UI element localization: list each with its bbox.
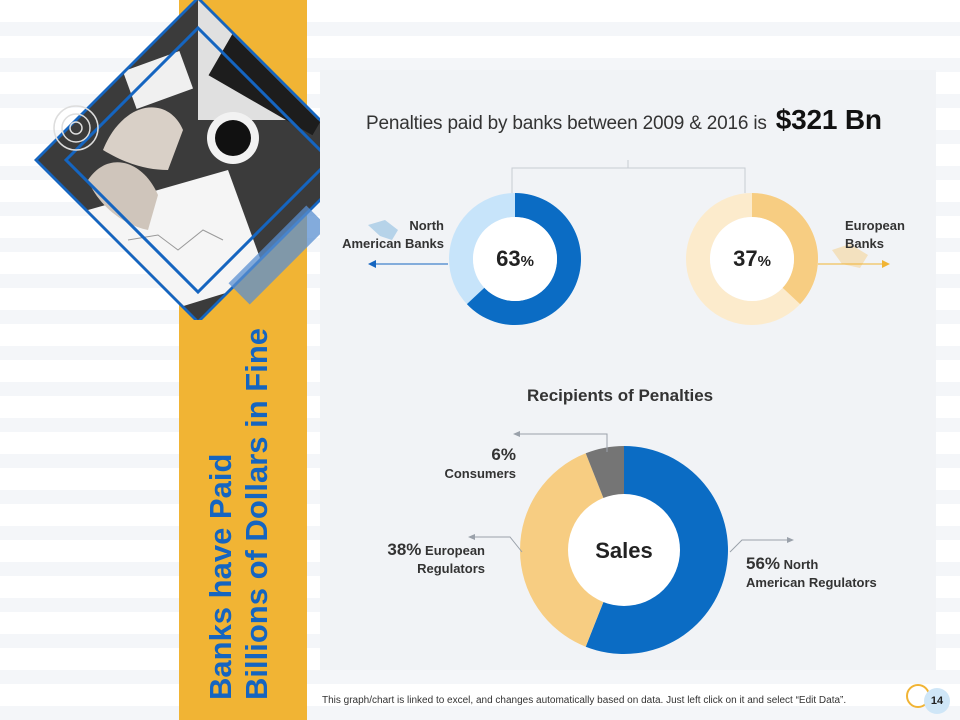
label-na-reg-name1: North [783, 557, 819, 572]
pie-center-hole [568, 494, 680, 606]
donut-label-na-value: 63% [496, 246, 534, 271]
leader-na [729, 539, 790, 553]
label-na-line2: American Banks [342, 236, 444, 251]
label-north-american-regulators: 56% North American Regulators [746, 555, 877, 592]
pie-chart-title: Recipients of Penalties [527, 386, 714, 405]
donut-value-0: 63 [496, 246, 520, 271]
donut-unit-0: % [521, 253, 534, 270]
headline-amount: $321 Bn [775, 104, 882, 135]
footer-note: This graph/chart is linked to excel, and… [322, 695, 847, 706]
arrow-na-head [368, 260, 376, 268]
donut-unit-1: % [758, 253, 771, 270]
donut-label-eu-value: 37% [733, 246, 771, 271]
arrow-eu-head [882, 260, 890, 268]
map-ghost-na [368, 220, 398, 240]
label-consumers-pct: 6% [491, 445, 516, 464]
donut-hole-1 [710, 217, 794, 301]
pie-center-label: Sales [595, 538, 653, 563]
label-eu-line2: Banks [845, 236, 885, 251]
headline-text: Penalties paid by banks between 2009 & 2… [366, 113, 767, 134]
donut-value-1: 37 [733, 246, 757, 271]
bracket-connector [511, 160, 746, 193]
map-ghost-eu [832, 244, 868, 268]
label-eu-reg-pct: 38% [387, 540, 422, 559]
donut-hole-0 [473, 217, 557, 301]
label-north-american-banks: North American Banks [338, 217, 444, 253]
label-eu-reg-name2: Regulators [417, 561, 485, 576]
page-number: 14 [924, 688, 950, 714]
donut-north-american-banks [449, 193, 581, 325]
label-eu-line1: European [845, 218, 905, 233]
headline: Penalties paid by banks between 2009 & 2… [366, 104, 882, 136]
donut-segment-0 [466, 193, 581, 325]
label-european-regulators: 38% European Regulators [360, 541, 485, 578]
label-eu-reg-name1: European [425, 543, 485, 558]
label-consumers: 6% Consumers [430, 446, 516, 483]
leader-eu [472, 536, 523, 553]
label-na-reg-name2: American Regulators [746, 575, 877, 590]
donut-segment-1 [752, 193, 819, 305]
label-na-line1: North [409, 218, 444, 233]
donut-european-banks [686, 193, 819, 325]
label-na-reg-pct: 56% [746, 554, 781, 573]
desk-photo [34, 0, 358, 320]
leader-consumers [517, 433, 608, 452]
label-european-banks: European Banks [845, 217, 905, 253]
label-consumers-name: Consumers [444, 466, 516, 481]
